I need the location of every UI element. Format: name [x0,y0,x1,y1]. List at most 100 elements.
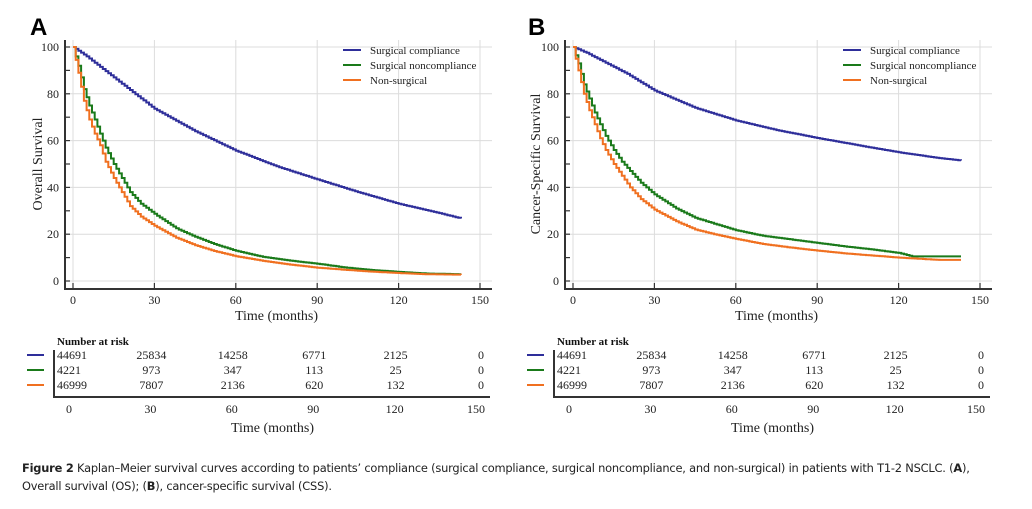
panel-b: B 0 20 40 60 80 100 0 30 60 90 120 150 Time (months) C… [500,0,1016,450]
y-tick-label: 40 [47,180,59,194]
caption-ref-b: B [146,479,156,493]
legend-label-non-surgical: Non-surgical [370,75,427,87]
x-tick-label: 90 [311,293,323,307]
risk-count: 7807 [139,378,163,392]
risk-x-tick-label: 30 [644,402,656,416]
risk-count: 2125 [884,348,908,362]
y-tick-label: 40 [547,180,559,194]
series-line-non-surgical [573,46,961,261]
y-tick-label: 60 [547,134,559,148]
risk-x-tick-label: 150 [467,402,485,416]
risk-count: 46999 [57,378,87,392]
risk-x-tick-label: 90 [307,402,319,416]
risk-count: 25 [890,363,902,377]
risk-count: 2125 [384,348,408,362]
risk-count: 6771 [802,348,826,362]
risk-count: 0 [478,378,484,392]
risk-count: 2136 [721,378,745,392]
risk-count: 973 [142,363,160,377]
y-tick-label: 20 [47,227,59,241]
risk-table-title: Number at risk [57,336,130,348]
figure-caption: Figure 2 Kaplan–Meier survival curves ac… [22,459,1012,495]
risk-count: 347 [224,363,242,377]
risk-count: 347 [724,363,742,377]
risk-x-tick-label: 120 [886,402,904,416]
risk-count: 0 [478,363,484,377]
x-tick-label: 150 [971,293,989,307]
x-tick-label: 30 [148,293,160,307]
x-tick-label: 60 [730,293,742,307]
risk-count: 25834 [136,348,166,362]
risk-count: 7807 [639,378,663,392]
caption-text-3: ), cancer-specific survival (CSS). [155,479,332,493]
km-chart-overall-survival: A 0 20 40 60 80 100 0 30 60 90 120 150 Time (months) O… [27,14,492,436]
risk-count: 46999 [557,378,587,392]
risk-count: 113 [805,363,823,377]
series-line-surgical-noncompliance [73,46,461,276]
y-tick-label: 0 [53,274,59,288]
risk-count: 0 [978,348,984,362]
legend-label-surgical-noncompliance: Surgical noncompliance [370,60,477,72]
risk-count: 0 [978,363,984,377]
y-tick-label: 80 [47,87,59,101]
risk-table-title: Number at risk [557,336,630,348]
risk-count: 620 [305,378,323,392]
y-tick-label: 0 [553,274,559,288]
km-chart-cancer-specific-survival: B 0 20 40 60 80 100 0 30 60 90 120 150 Time (months) C… [527,14,992,436]
panel-letter: B [528,14,545,41]
x-axis-title: Time (months) [735,309,818,324]
figure-label: Figure 2 [22,461,74,475]
caption-text-2: ), Overall survival (OS); ( [22,461,970,493]
y-axis-title: Overall Survival [31,117,46,210]
risk-x-tick-label: 30 [144,402,156,416]
x-tick-label: 60 [230,293,242,307]
risk-count: 4221 [57,363,81,377]
y-tick-label: 80 [547,87,559,101]
panel-letter: A [30,14,47,41]
caption-text-1: Kaplan–Meier survival curves according t… [73,461,954,475]
risk-x-tick-label: 0 [566,402,572,416]
risk-x-tick-label: 120 [386,402,404,416]
risk-count: 620 [805,378,823,392]
risk-x-axis-title: Time (months) [731,421,814,436]
risk-x-tick-label: 90 [807,402,819,416]
series-line-surgical-noncompliance [573,46,961,258]
x-tick-label: 30 [648,293,660,307]
series-line-non-surgical [73,46,462,276]
x-tick-label: 0 [570,293,576,307]
series-line-surgical-compliance [573,46,962,162]
risk-count: 0 [978,378,984,392]
risk-x-tick-label: 150 [967,402,985,416]
risk-x-tick-label: 60 [726,402,738,416]
x-tick-label: 150 [471,293,489,307]
risk-x-tick-label: 60 [226,402,238,416]
legend-label-non-surgical: Non-surgical [870,75,927,87]
x-tick-label: 120 [890,293,908,307]
risk-count: 25 [390,363,402,377]
risk-count: 4221 [557,363,581,377]
risk-count: 6771 [302,348,326,362]
risk-count: 2136 [221,378,245,392]
x-tick-label: 120 [390,293,408,307]
legend-label-surgical-noncompliance: Surgical noncompliance [870,60,977,72]
y-tick-label: 60 [47,134,59,148]
y-axis-title: Cancer-Specific Survival [529,93,544,234]
risk-count: 25834 [636,348,666,362]
x-tick-label: 0 [70,293,76,307]
risk-count: 44691 [57,348,87,362]
y-tick-label: 100 [541,40,559,54]
risk-count: 14258 [218,348,248,362]
risk-count: 0 [478,348,484,362]
legend-label-surgical-compliance: Surgical compliance [870,45,960,57]
risk-x-axis-title: Time (months) [231,421,314,436]
risk-count: 14258 [718,348,748,362]
x-axis-title: Time (months) [235,309,318,324]
x-tick-label: 90 [811,293,823,307]
series-line-surgical-compliance [73,46,462,219]
risk-count: 132 [387,378,405,392]
panel-a: A 0 20 40 60 80 100 0 30 60 90 120 150 Time (months) O… [0,0,516,450]
y-tick-label: 100 [41,40,59,54]
risk-count: 44691 [557,348,587,362]
y-tick-label: 20 [547,227,559,241]
caption-ref-a: A [953,461,962,475]
